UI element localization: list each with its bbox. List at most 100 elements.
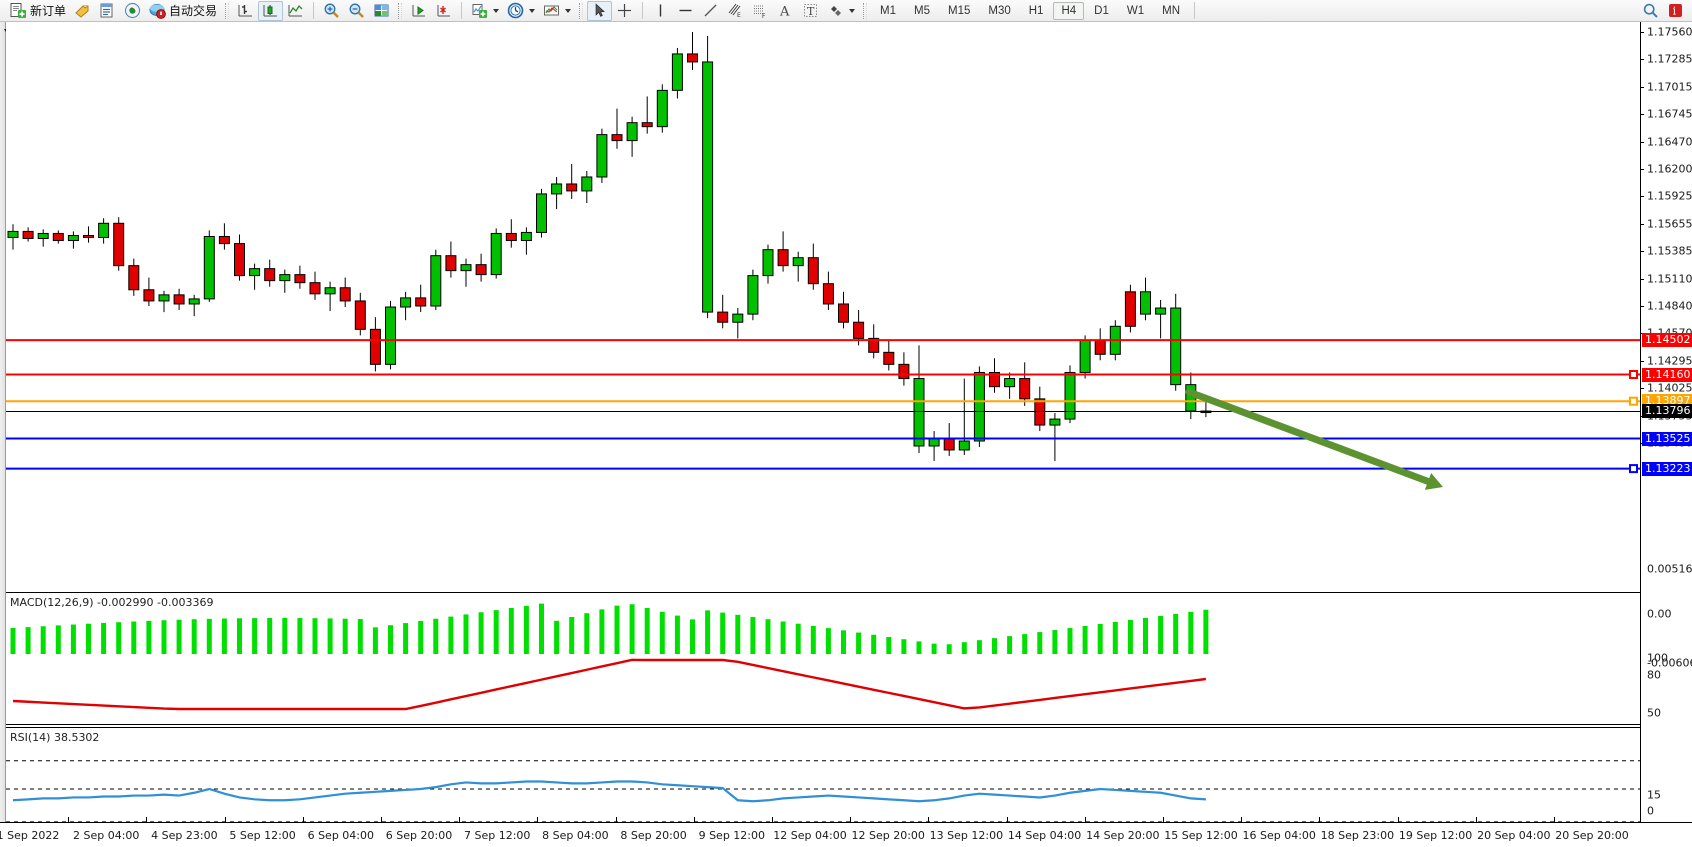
rsi-axis-tick-label: 15 [1647,788,1661,802]
line-chart-button[interactable] [283,1,308,21]
toolbar-separator [863,2,868,19]
price-axis-tick-label: 1.17560 [1647,25,1692,39]
price-badge-support-lower[interactable]: 1.13223 [1642,461,1692,476]
autoscroll-button[interactable] [431,1,456,21]
candle-body [868,337,880,353]
vertical-scroll-gutter[interactable] [0,22,6,847]
timeframe-h4[interactable]: H4 [1053,1,1085,20]
text-button[interactable]: T [798,1,823,21]
time-axis-tick-label: 4 Sep 23:00 [151,829,218,842]
fibonacci-button[interactable]: F [748,1,773,21]
svg-text:i: i [1673,5,1677,18]
cursor-tool-button[interactable] [587,0,613,21]
level-handle-support-lower[interactable] [1629,464,1638,474]
down-trend-arrow[interactable] [1185,388,1434,486]
horizontal-line-button[interactable] [673,1,698,21]
timeframe-m30[interactable]: M30 [988,4,1011,17]
cursor-icon [591,2,608,19]
text-icon: T [802,2,819,19]
candle-body [460,264,472,272]
chevron-down-icon[interactable] [849,8,856,13]
candle-chart-button[interactable] [258,0,284,21]
price-axis-tick [1641,59,1644,61]
chevron-down-icon[interactable] [529,8,536,13]
price-badge-current-price[interactable]: 1.13796 [1642,404,1692,419]
chart-canvas[interactable]: GBPUSD-,H4 1.13839 1.13862 1.13796 1.137… [0,22,1692,847]
zoom-in-button[interactable] [319,1,344,21]
period-button[interactable] [503,1,539,21]
candle-body [1034,398,1046,426]
macd-pane[interactable]: MACD(12,26,9) -0.002990 -0.003369 [6,592,1640,725]
toolbar-separator [1194,2,1195,19]
equidistant-channel-button[interactable]: E [723,1,748,21]
candle-body [188,298,200,305]
timeframe-d1[interactable]: D1 [1094,4,1109,17]
price-axis-tick-label: 1.17015 [1647,80,1692,94]
expert-advisor-button[interactable] [70,1,95,21]
time-axis-tick [1554,817,1555,823]
shapes-button[interactable] [823,1,859,21]
trendline-button[interactable] [698,1,723,21]
chevron-down-icon[interactable] [493,8,500,13]
down-trend-arrow-head[interactable] [1424,472,1443,490]
toolbar-separator [579,2,584,19]
candle-body [581,176,593,192]
time-axis-tick-label: 1 Sep 2022 [0,829,60,842]
price-pane[interactable] [6,22,1640,592]
rsi-axis-tick-label: 0 [1647,804,1654,818]
time-axis-tick-label: 7 Sep 12:00 [463,829,531,842]
svg-text:T: T [807,5,815,18]
data-window-button[interactable] [95,1,120,21]
price-axis-tick [1641,86,1644,88]
navigator-button[interactable] [120,1,145,21]
timeframe-m1[interactable]: M1 [880,4,897,17]
price-axis-tick-label: 1.17285 [1647,52,1692,66]
time-axis[interactable]: 1 Sep 2022 2 Sep 04:00 4 Sep 23:00 5 Sep 12… [0,817,1692,847]
time-axis-tick-label: 20 Sep 04:00 [1477,829,1551,842]
level-handle-resistance-lower[interactable] [1629,370,1638,379]
zoom-out-button[interactable] [344,1,369,21]
level-handle-pivot-level[interactable] [1629,396,1638,406]
price-axis-tick-label: 1.14840 [1647,299,1692,313]
price-axis-tick [1641,278,1644,280]
help-button[interactable]: i [1663,1,1688,21]
candle-body [1064,371,1076,420]
time-axis-tick [1319,817,1321,823]
chevron-down-icon[interactable] [565,8,572,13]
timeframe-m5[interactable]: M5 [914,4,930,17]
price-badge-resistance-lower[interactable]: 1.14160 [1642,367,1692,382]
candle-body [566,183,578,192]
price-badge-support-upper[interactable]: 1.13525 [1642,431,1692,446]
candle-body [883,351,895,365]
crosshair-tool-button[interactable] [612,1,637,21]
bar-chart-icon [237,2,254,19]
time-axis-tick-label: 12 Sep 20:00 [851,829,925,842]
price-axis-tick [1641,141,1644,143]
macd-chart-svg [10,603,1209,711]
time-axis-tick-label: 20 Sep 20:00 [1555,829,1629,842]
price-axis[interactable]: 1.17560 1.17285 1.17015 1.16745 1.16470 1.162… [1640,22,1692,847]
search-button[interactable] [1638,1,1663,21]
grid-layout-button[interactable] [369,1,394,21]
candle-body [1094,339,1106,355]
autotrading-button[interactable]: 自动交易 [145,1,221,21]
add-indicator-button[interactable] [467,1,503,21]
autotrading-label: 自动交易 [169,4,218,18]
candle-body [687,53,698,63]
candle-body [1079,339,1091,373]
rsi-chart-svg [6,760,1640,823]
timeframe-w1[interactable]: W1 [1126,4,1145,17]
macd-label: MACD(12,26,9) -0.002990 -0.003369 [10,596,214,609]
text-label-button[interactable]: A [773,1,798,21]
timeframe-m15[interactable]: M15 [948,4,971,17]
timeframe-h1[interactable]: H1 [1028,4,1044,17]
candle-body [973,371,985,442]
shift-end-button[interactable] [406,1,431,21]
timeframe-mn[interactable]: MN [1162,4,1180,17]
templates-button[interactable] [539,1,575,21]
price-badge-resistance-upper[interactable]: 1.14502 [1642,333,1692,348]
new-order-button[interactable]: 新订单 [6,1,70,21]
bar-chart-button[interactable] [233,1,258,21]
candle-body [324,287,336,295]
vertical-line-button[interactable] [648,1,673,21]
